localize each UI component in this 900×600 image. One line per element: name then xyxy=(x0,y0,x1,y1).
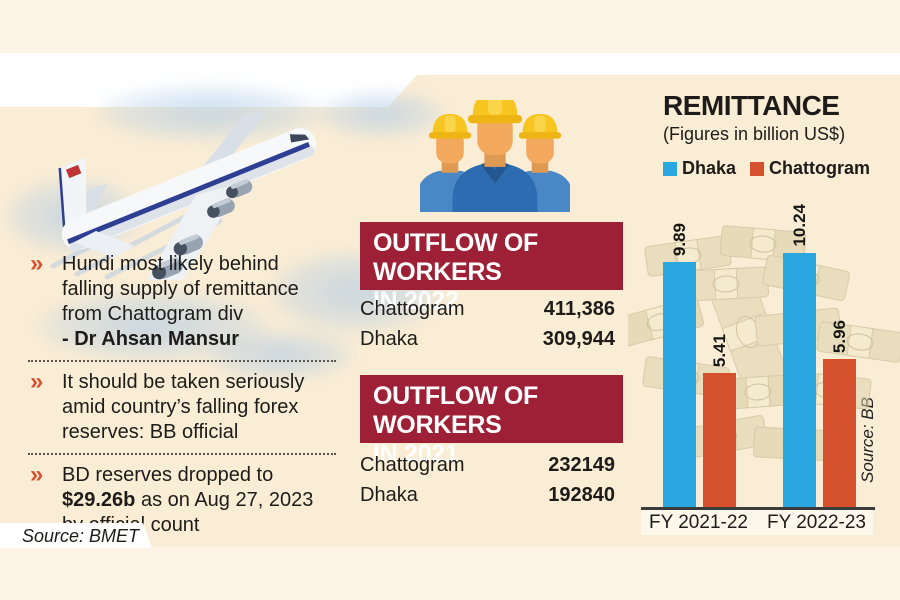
list-item: » It should be taken seriously amid coun… xyxy=(28,368,336,455)
table-header-2021: OUTFLOW OF WORKERS IN 2021 xyxy=(360,375,623,468)
row-value: 192840 xyxy=(548,483,615,506)
bar-column: 10.24 xyxy=(783,204,816,507)
table-title-line2: IN 2021 xyxy=(373,440,459,468)
legend-label: Chattogram xyxy=(769,158,871,178)
bar-chattogram xyxy=(823,359,856,507)
bar-column: 5.96 xyxy=(823,320,856,507)
row-label: Chattogram xyxy=(360,453,465,476)
source-bmet-text: Source: BMET xyxy=(22,526,140,546)
legend-item: Dhaka xyxy=(663,158,736,179)
bar-value-label: 10.24 xyxy=(789,204,809,247)
row-value: 232149 xyxy=(548,453,615,476)
bar-plot: 9.89 5.41 10.24 5.96 xyxy=(641,204,895,507)
cloud-shape xyxy=(205,330,355,380)
table-row: Chattogram 232149 xyxy=(360,450,615,480)
row-value: 309,944 xyxy=(542,327,615,350)
x-axis-label-strip: FY 2021-22 FY 2022-23 xyxy=(641,510,873,535)
chart-legend: Dhaka Chattogram xyxy=(663,158,870,179)
chevron-bullet-icon: » xyxy=(30,368,44,395)
table-title-line1: OUTFLOW OF WORKERS xyxy=(373,382,539,439)
table-row: Dhaka 192840 xyxy=(360,480,615,510)
chart-subtitle: (Figures in billion US$) xyxy=(663,124,846,144)
key-points-list: » Hundi most likely behind falling suppl… xyxy=(28,250,336,554)
bar-chattogram xyxy=(703,373,736,507)
table-row: Chattogram 411,386 xyxy=(360,294,615,324)
chevron-bullet-icon: » xyxy=(30,461,44,488)
table-2021: Chattogram 232149 Dhaka 192840 xyxy=(360,450,615,510)
x-axis-label: FY 2021-22 xyxy=(649,512,748,533)
bar-group: 10.24 5.96 xyxy=(783,204,856,507)
bar-column: 5.41 xyxy=(703,334,736,507)
row-label: Dhaka xyxy=(360,327,418,350)
bar-value-label: 5.96 xyxy=(829,319,849,353)
legend-item: Chattogram xyxy=(750,158,870,179)
table-header-2022: OUTFLOW OF WORKERS IN 2022 xyxy=(360,222,623,315)
top-band xyxy=(0,0,900,53)
list-item: » Hundi most likely behind falling suppl… xyxy=(28,250,336,362)
chevron-bullet-icon: » xyxy=(30,250,44,277)
source-strip: Source: BMET xyxy=(0,523,152,548)
table-title-line1: OUTFLOW OF WORKERS xyxy=(373,229,539,286)
construction-workers-icon xyxy=(420,100,570,212)
bullet-text: It should be taken seriously amid countr… xyxy=(62,371,305,443)
row-value: 411,386 xyxy=(543,297,615,320)
chart-title: REMITTANCE xyxy=(663,90,840,121)
table-row: Dhaka 309,944 xyxy=(360,324,615,354)
bullet-text: Hundi most likely behind falling supply … xyxy=(62,252,336,352)
bar-value-label: 9.89 xyxy=(669,222,689,256)
cloud-shape xyxy=(95,84,325,142)
bar-column: 9.89 xyxy=(663,223,696,507)
bar-dhaka xyxy=(783,253,816,507)
bar-group: 9.89 5.41 xyxy=(663,223,736,507)
bottom-band xyxy=(0,547,900,600)
airplane-illustration-icon xyxy=(50,110,317,280)
row-label: Chattogram xyxy=(360,297,465,320)
legend-swatch xyxy=(663,161,677,176)
table-2022: Chattogram 411,386 Dhaka 309,944 xyxy=(360,294,615,354)
legend-swatch xyxy=(750,161,765,176)
attribution-text: - Dr Ahsan Mansur xyxy=(62,328,240,350)
row-label: Dhaka xyxy=(360,483,418,506)
x-axis-label: FY 2022-23 xyxy=(767,512,866,533)
x-axis-line xyxy=(641,507,875,510)
legend-label: Dhaka xyxy=(682,158,737,178)
bar-value-label: 5.41 xyxy=(709,333,729,367)
cloud-shape xyxy=(316,90,446,138)
table-title-line2: IN 2022 xyxy=(373,287,459,315)
bar-dhaka xyxy=(663,262,696,507)
